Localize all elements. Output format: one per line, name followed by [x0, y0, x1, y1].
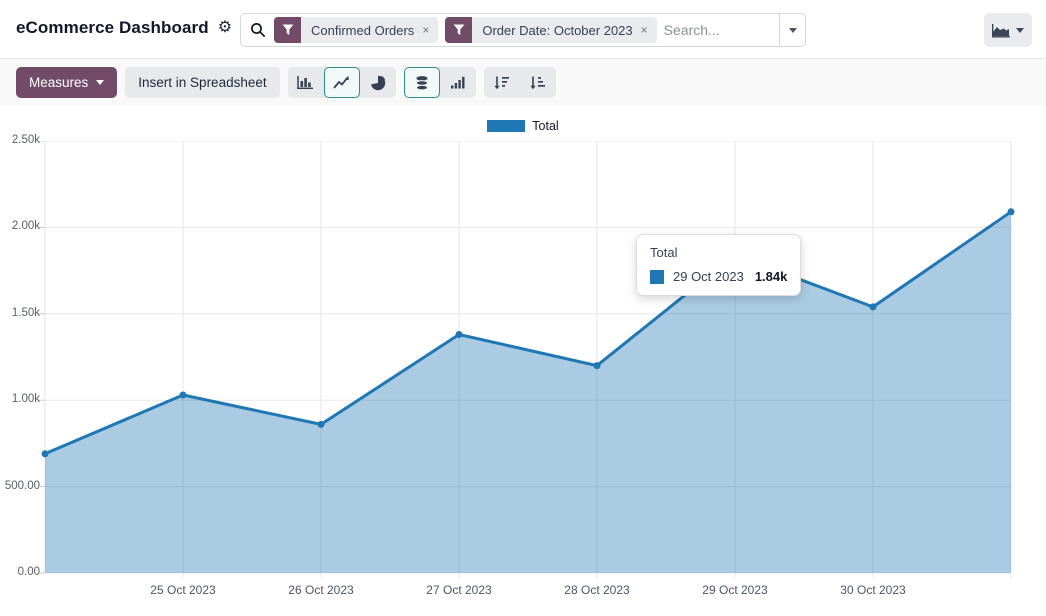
filter-facet-order-date[interactable]: Order Date: October 2023 × [445, 17, 656, 43]
bar-chart-icon[interactable] [288, 67, 324, 98]
sort-ascending-icon[interactable] [520, 67, 556, 98]
pie-chart-icon[interactable] [360, 67, 396, 98]
sort-descending-icon[interactable] [484, 67, 520, 98]
y-axis-label: 0.00 [0, 566, 40, 578]
legend-swatch [487, 120, 525, 132]
chevron-down-icon [1016, 28, 1024, 33]
header: eCommerce Dashboard ⚙ Confirmed Orders ×… [0, 0, 1046, 59]
x-axis-label: 25 Oct 2023 [123, 583, 243, 597]
chart-legend[interactable]: Total [0, 119, 1046, 133]
x-axis-label: 30 Oct 2023 [813, 583, 933, 597]
chart-tooltip: Total 29 Oct 2023 1.84k [636, 234, 801, 296]
tooltip-title: Total [650, 245, 787, 260]
facet-remove-icon[interactable]: × [639, 17, 657, 43]
area-chart-icon [992, 23, 1011, 38]
display-mode-group [404, 67, 476, 98]
cumulative-icon[interactable] [440, 67, 476, 98]
x-axis-label: 28 Oct 2023 [537, 583, 657, 597]
gear-icon[interactable]: ⚙ [218, 20, 232, 36]
x-axis-label: 29 Oct 2023 [675, 583, 795, 597]
toolbar: Measures Insert in Spreadsheet [0, 59, 1046, 106]
y-axis-label: 1.50k [0, 307, 40, 319]
filter-icon [445, 17, 472, 43]
search-icon [250, 22, 266, 38]
chevron-down-icon [96, 80, 104, 85]
filter-icon [274, 17, 301, 43]
chart-type-group [288, 67, 396, 98]
y-axis-label: 1.00k [0, 393, 40, 405]
tooltip-date: 29 Oct 2023 [673, 269, 744, 284]
y-axis-label: 2.50k [0, 134, 40, 146]
sort-group [484, 67, 556, 98]
filter-facet-confirmed-orders[interactable]: Confirmed Orders × [274, 17, 438, 43]
facet-label: Order Date: October 2023 [472, 17, 638, 43]
line-chart-icon[interactable] [324, 67, 360, 98]
legend-label: Total [532, 119, 558, 133]
insert-in-spreadsheet-button[interactable]: Insert in Spreadsheet [125, 67, 279, 98]
stacked-icon[interactable] [404, 67, 440, 98]
insert-spreadsheet-label: Insert in Spreadsheet [138, 75, 266, 90]
page-title: eCommerce Dashboard [16, 18, 209, 38]
search-input[interactable] [664, 22, 779, 38]
chart-region: Total 0.00 500.00 1.00k 1.50k 2.00k 2.50k 25 … [0, 106, 1046, 616]
search-dropdown-toggle[interactable] [779, 14, 805, 46]
x-axis-label: 27 Oct 2023 [399, 583, 519, 597]
y-axis-label: 500.00 [0, 480, 40, 492]
measures-label: Measures [29, 75, 88, 90]
facet-remove-icon[interactable]: × [420, 17, 438, 43]
tooltip-swatch [650, 270, 664, 284]
x-axis-label: 26 Oct 2023 [261, 583, 381, 597]
facet-label: Confirmed Orders [301, 17, 420, 43]
measures-button[interactable]: Measures [16, 67, 117, 98]
chart-plot[interactable] [39, 141, 1017, 578]
y-axis-label: 2.00k [0, 220, 40, 232]
search-bar: Confirmed Orders × Order Date: October 2… [240, 13, 806, 47]
y-axis: 0.00500.001.00k1.50k2.00k2.50k [0, 141, 40, 573]
tooltip-value: 1.84k [755, 269, 788, 284]
view-switcher-button[interactable] [984, 13, 1032, 47]
